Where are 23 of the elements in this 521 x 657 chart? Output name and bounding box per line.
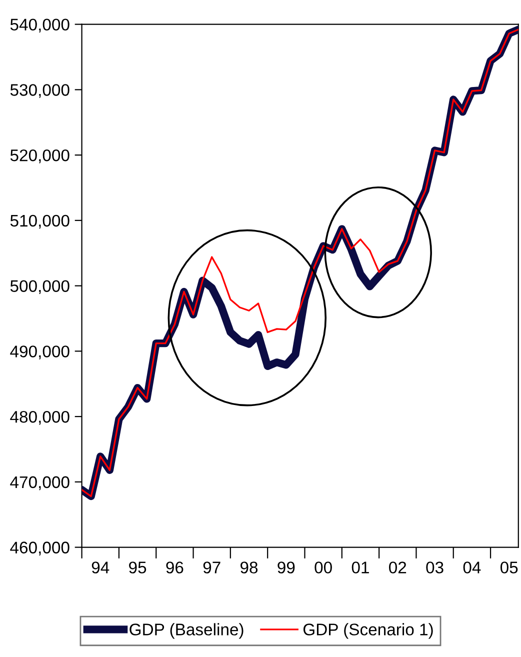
x-tick-label: 98	[240, 562, 258, 574]
y-tick-label: 470,000	[10, 476, 70, 490]
y-tick-label: 510,000	[10, 214, 70, 229]
legend-label: GDP (Baseline)	[130, 623, 244, 639]
x-tick-label: 94	[92, 562, 110, 574]
x-tick-label: 05	[500, 562, 518, 574]
y-tick-label: 460,000	[10, 542, 70, 556]
x-tick-label: 02	[389, 562, 406, 574]
x-tick-label: 97	[203, 562, 220, 574]
y-tick-label: 540,000	[10, 18, 70, 32]
x-tick-label: 03	[426, 562, 444, 574]
x-tick-label: 04	[463, 562, 481, 574]
y-tick-label: 480,000	[10, 410, 70, 425]
y-tick-label: 520,000	[10, 149, 70, 164]
y-tick-label: 500,000	[10, 280, 70, 294]
x-tick-label: 00	[314, 562, 332, 574]
x-tick-label: 96	[166, 562, 184, 574]
legend-label: GDP (Scenario 1)	[303, 623, 433, 639]
y-tick-label: 530,000	[10, 84, 70, 98]
y-tick-label: 490,000	[10, 346, 70, 360]
x-tick-label: 01	[352, 562, 369, 574]
x-tick-label: 95	[129, 562, 146, 574]
x-tick-label: 99	[278, 562, 295, 574]
